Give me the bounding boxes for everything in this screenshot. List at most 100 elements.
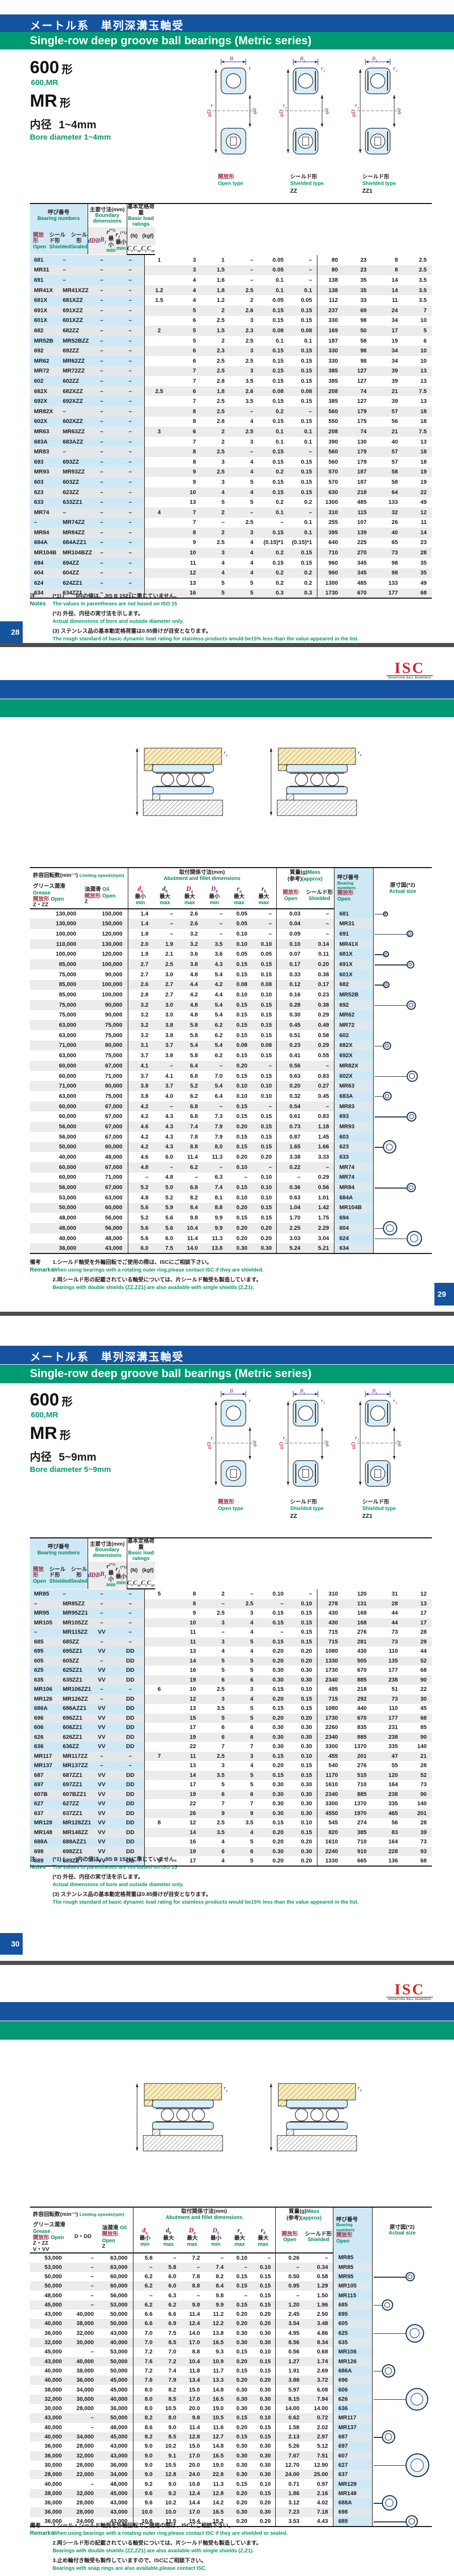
cell: 1.75	[305, 1213, 334, 1224]
bearing-actual-size-icon	[382, 1041, 391, 1050]
table-row: MR148 MR148ZZ VV DD 14 3.5 4 0.20 0.15 820 385 83 39	[30, 1827, 432, 1838]
cell: 36,000	[44, 2500, 62, 2506]
cell: 0.15	[236, 2349, 248, 2355]
cell: –	[305, 919, 334, 929]
col-mass-shielded: シールド形 Shielded	[305, 883, 334, 909]
cell: 10.4	[187, 1225, 198, 1231]
cell: 0.15	[272, 529, 284, 536]
cell: 16.5	[212, 2509, 224, 2516]
cell: 4.1	[165, 1073, 174, 1079]
cell: 5	[250, 580, 254, 586]
cell: 7.2	[168, 2358, 177, 2365]
cell: 0.20	[236, 2358, 248, 2365]
cell: 681X	[334, 949, 374, 960]
cell: MR52B	[334, 990, 374, 1000]
cell: 4.4	[190, 981, 198, 988]
cell: –	[87, 1608, 116, 1618]
cell: 682ZZ	[58, 326, 88, 336]
actual-size-cell	[373, 1122, 432, 1132]
cell: 330	[328, 348, 338, 354]
cell: 5	[250, 1857, 254, 1864]
cell: 3.04	[305, 1233, 334, 1244]
cell: MR104BZZ	[58, 548, 92, 558]
cell: 485	[357, 580, 367, 586]
cell: 278	[328, 1600, 338, 1607]
remarks-label: 備考 Remarks	[30, 1259, 54, 1273]
cell: 2.8	[216, 418, 225, 425]
cell: 9.0	[144, 2462, 153, 2468]
cell: 0.15	[251, 1020, 277, 1030]
cell: 136	[388, 1857, 398, 1864]
cell: 1.96	[304, 2300, 333, 2310]
cell: 53,000	[59, 1194, 76, 1201]
cell: 440	[357, 1705, 367, 1712]
cell: 53,000	[99, 2347, 133, 2357]
cell: 56,000	[59, 1123, 76, 1130]
cell: 5	[221, 1715, 225, 1721]
dim-label-phid: φd	[324, 108, 330, 114]
cell: 187	[357, 479, 367, 485]
cell: 0.22	[289, 1164, 301, 1171]
cell: MR95	[30, 1608, 59, 1618]
cell: 28,000	[76, 2443, 94, 2450]
cell: 150,000	[81, 919, 128, 929]
cell: 39	[391, 368, 398, 375]
cell: 0.15	[272, 418, 284, 425]
cell: –	[116, 578, 145, 588]
cell: VV	[87, 1742, 116, 1752]
cell: 0.15	[251, 1050, 277, 1061]
cell: 0.58	[304, 2272, 333, 2282]
cell: 2.5	[245, 337, 254, 344]
cell: 44	[391, 1619, 398, 1626]
cell: 5.0	[165, 1184, 174, 1191]
cell: –	[58, 447, 88, 457]
cell: 335	[388, 1743, 398, 1750]
cell: 2.5	[216, 469, 225, 476]
cell: 710	[357, 1782, 367, 1788]
cell: –	[87, 265, 116, 276]
cell: 45,000	[44, 2349, 62, 2355]
cell: 20.0	[189, 2405, 200, 2412]
cell: 4	[221, 1648, 225, 1655]
table-row: 695 695ZZ1 VV DD 13 4 4 0.20 0.20 1080 430 110 44	[30, 1647, 432, 1656]
cell: 691	[334, 929, 374, 939]
cell: 51	[391, 1686, 398, 1693]
cell: MR148	[333, 2488, 373, 2498]
cell: 2.6	[140, 981, 149, 988]
bearing-actual-size-icon	[405, 2387, 428, 2411]
svg-text:r1: r1	[355, 1435, 359, 1443]
series-600: 600 形	[30, 58, 73, 77]
cell: –	[87, 467, 116, 478]
cell: 3	[193, 257, 196, 263]
cell: 19	[189, 1734, 196, 1740]
cell: 10.5	[212, 2415, 224, 2421]
cell: 17.0	[189, 2340, 200, 2346]
cell: 5	[250, 479, 254, 485]
cell: 691XZZ	[58, 306, 88, 316]
cell: 9	[193, 539, 196, 546]
table-row: 635 635ZZ1 VV DD 19 6 6 0.30 0.30 2340 885 238 90	[30, 1675, 432, 1685]
actual-size-cell	[373, 1140, 432, 1154]
cell: 0.15	[251, 1142, 277, 1153]
cell: 8.2	[144, 2415, 153, 2421]
cell: 606ZZ1	[58, 1723, 88, 1733]
cell: 0.68	[304, 2347, 333, 2357]
cell: 10	[420, 317, 427, 324]
cell: 0.30	[251, 2337, 276, 2348]
cell: 12.70	[285, 2462, 300, 2468]
cell: 130,000	[56, 911, 76, 918]
cell: 4.95	[288, 2330, 300, 2336]
cell: 0.72	[304, 2413, 333, 2423]
cell: 4550	[325, 1810, 338, 1817]
cell: DD	[116, 1846, 145, 1857]
cell: 0.20	[251, 1223, 277, 1233]
cell: 5	[250, 1705, 254, 1712]
cell: 607BZZ1	[58, 1789, 88, 1800]
cell: –	[116, 326, 145, 336]
table-row: 50,000–60,000 6.2 6.0 8.8 8.4 0.15 0.15 0.95 1.2…	[30, 2281, 432, 2291]
cell: 605ZZ	[58, 1656, 88, 1666]
col-Da: Da 最大 max	[180, 2222, 205, 2254]
cell: 6.2	[190, 1093, 198, 1099]
actual-size-cell	[372, 2281, 432, 2291]
table-row: 75,000 90,000 3.2 3.0 4.8 5.4 0.15 0.15 0.28 0.38…	[30, 999, 432, 1010]
